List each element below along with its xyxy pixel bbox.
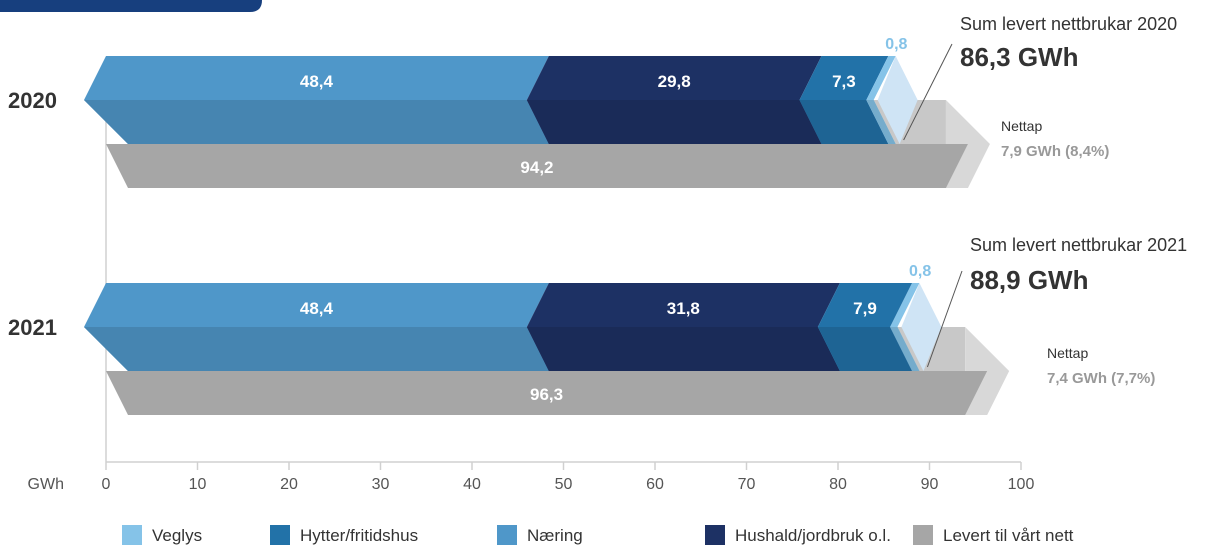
legend-label-hytter-fritidshus: Hytter/fritidshus	[300, 526, 418, 545]
veglys-tip-2021	[901, 283, 942, 371]
bar-levert-2021	[106, 371, 988, 415]
net-loss-value-2021: 7,4 GWh (7,7%)	[1047, 370, 1155, 387]
bar-label-veglys-2021: 0,8	[909, 263, 931, 280]
total-label-2020: Sum levert nettbrukar 2020	[960, 14, 1177, 34]
net-loss-title-2021: Nettap	[1047, 345, 1088, 361]
legend-swatch-hytter-fritidshus	[270, 525, 290, 545]
x-tick-label-40: 40	[463, 476, 481, 493]
total-leader-line-2021	[926, 270, 963, 368]
x-tick-label-60: 60	[646, 476, 664, 493]
legend-swatch-veglys	[122, 525, 142, 545]
x-tick-label-10: 10	[189, 476, 207, 493]
x-tick-label-0: 0	[102, 476, 111, 493]
bar-label-1-2021: 31,8	[667, 299, 700, 318]
net-loss-title-2020: Nettap	[1001, 118, 1042, 134]
bar-shade-1-2020	[526, 100, 822, 144]
bar-shade-1-2021	[526, 327, 840, 371]
legend-label-veglys: Veglys	[152, 526, 202, 545]
legend-swatch-levert-til-v-rt-nett	[913, 525, 933, 545]
x-tick-label-50: 50	[555, 476, 573, 493]
bar-label-1-2020: 29,8	[658, 72, 691, 91]
x-tick-label-70: 70	[738, 476, 756, 493]
bar-label-2-2021: 7,9	[853, 299, 877, 318]
bar-shade-3-2021	[890, 327, 920, 371]
bar-label-veglys-2020: 0,8	[885, 36, 907, 53]
total-value-2021: 88,9 GWh	[970, 265, 1088, 295]
bar-label-levert-2021: 96,3	[530, 385, 563, 404]
legend-swatch-hushald-jordbruk-o-l-	[705, 525, 725, 545]
legend-label-levert-til-v-rt-nett: Levert til vårt nett	[943, 526, 1074, 545]
bar-shade-0-2021	[84, 327, 549, 371]
bar-label-0-2021: 48,4	[300, 299, 334, 318]
x-tick-label-30: 30	[372, 476, 390, 493]
bar-shade-0-2020	[84, 100, 549, 144]
bar-label-2-2020: 7,3	[832, 72, 856, 91]
legend-swatch-n-ring	[497, 525, 517, 545]
bar-shade-2-2021	[817, 327, 913, 371]
x-tick-label-100: 100	[1008, 476, 1035, 493]
x-tick-label-80: 80	[829, 476, 847, 493]
year-label-2020: 2020	[8, 88, 57, 113]
year-label-2021: 2021	[8, 315, 57, 340]
legend-label-hushald-jordbruk-o-l-: Hushald/jordbruk o.l.	[735, 526, 891, 545]
total-value-2020: 86,3 GWh	[960, 42, 1078, 72]
bar-label-levert-2020: 94,2	[520, 158, 553, 177]
total-leader-line-2020	[903, 43, 953, 141]
x-unit-label: GWh	[28, 476, 64, 493]
bar-label-0-2020: 48,4	[300, 72, 334, 91]
net-loss-value-2020: 7,9 GWh (8,4%)	[1001, 143, 1109, 160]
header-tab-decoration	[0, 0, 262, 12]
bar-shade-2-2020	[799, 100, 889, 144]
total-label-2021: Sum levert nettbrukar 2021	[970, 235, 1187, 255]
x-tick-label-90: 90	[921, 476, 939, 493]
bar-shade-3-2020	[866, 100, 896, 144]
legend-label-n-ring: Næring	[527, 526, 583, 545]
x-tick-label-20: 20	[280, 476, 298, 493]
bar-levert-2020	[106, 144, 968, 188]
veglys-tip-2020	[877, 56, 918, 144]
